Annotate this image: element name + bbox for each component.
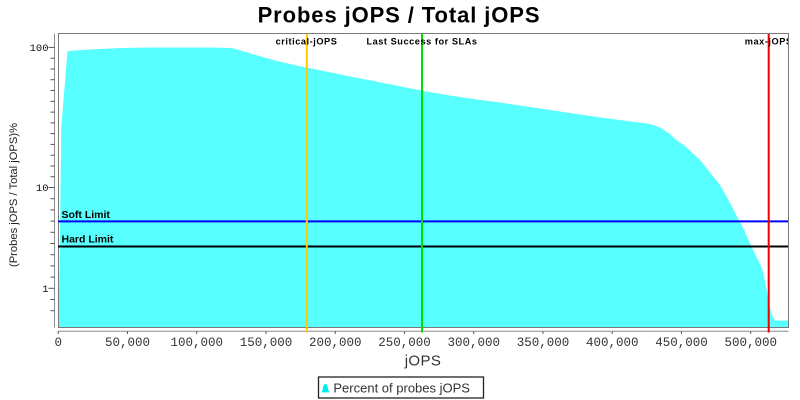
svg-text:200,000: 200,000 <box>309 336 362 350</box>
svg-text:50,000: 50,000 <box>105 336 150 350</box>
svg-text:1: 1 <box>42 284 48 296</box>
svg-text:jOPS: jOPS <box>404 353 442 370</box>
svg-text:max-jOPS: max-jOPS <box>745 37 793 47</box>
svg-text:100,000: 100,000 <box>170 336 223 350</box>
svg-text:Percent of probes jOPS: Percent of probes jOPS <box>333 380 470 395</box>
svg-text:critical-jOPS: critical-jOPS <box>276 37 338 47</box>
svg-text:300,000: 300,000 <box>447 336 500 350</box>
svg-text:Last Success for SLAs: Last Success for SLAs <box>366 37 477 47</box>
svg-text:400,000: 400,000 <box>586 336 639 350</box>
svg-text:350,000: 350,000 <box>517 336 570 350</box>
svg-text:Hard Limit: Hard Limit <box>62 234 114 246</box>
svg-text:10: 10 <box>36 183 49 195</box>
svg-text:0: 0 <box>54 336 62 350</box>
svg-text:150,000: 150,000 <box>240 336 293 350</box>
svg-text:Probes jOPS / Total jOPS: Probes jOPS / Total jOPS <box>258 3 541 28</box>
svg-text:450,000: 450,000 <box>655 336 708 350</box>
svg-text:500,000: 500,000 <box>724 336 777 350</box>
svg-text:Soft Limit: Soft Limit <box>62 209 111 221</box>
svg-text:250,000: 250,000 <box>378 336 431 350</box>
svg-text:(Probes jOPS / Total jOPS)%: (Probes jOPS / Total jOPS)% <box>8 123 20 267</box>
svg-text:100: 100 <box>30 43 49 55</box>
